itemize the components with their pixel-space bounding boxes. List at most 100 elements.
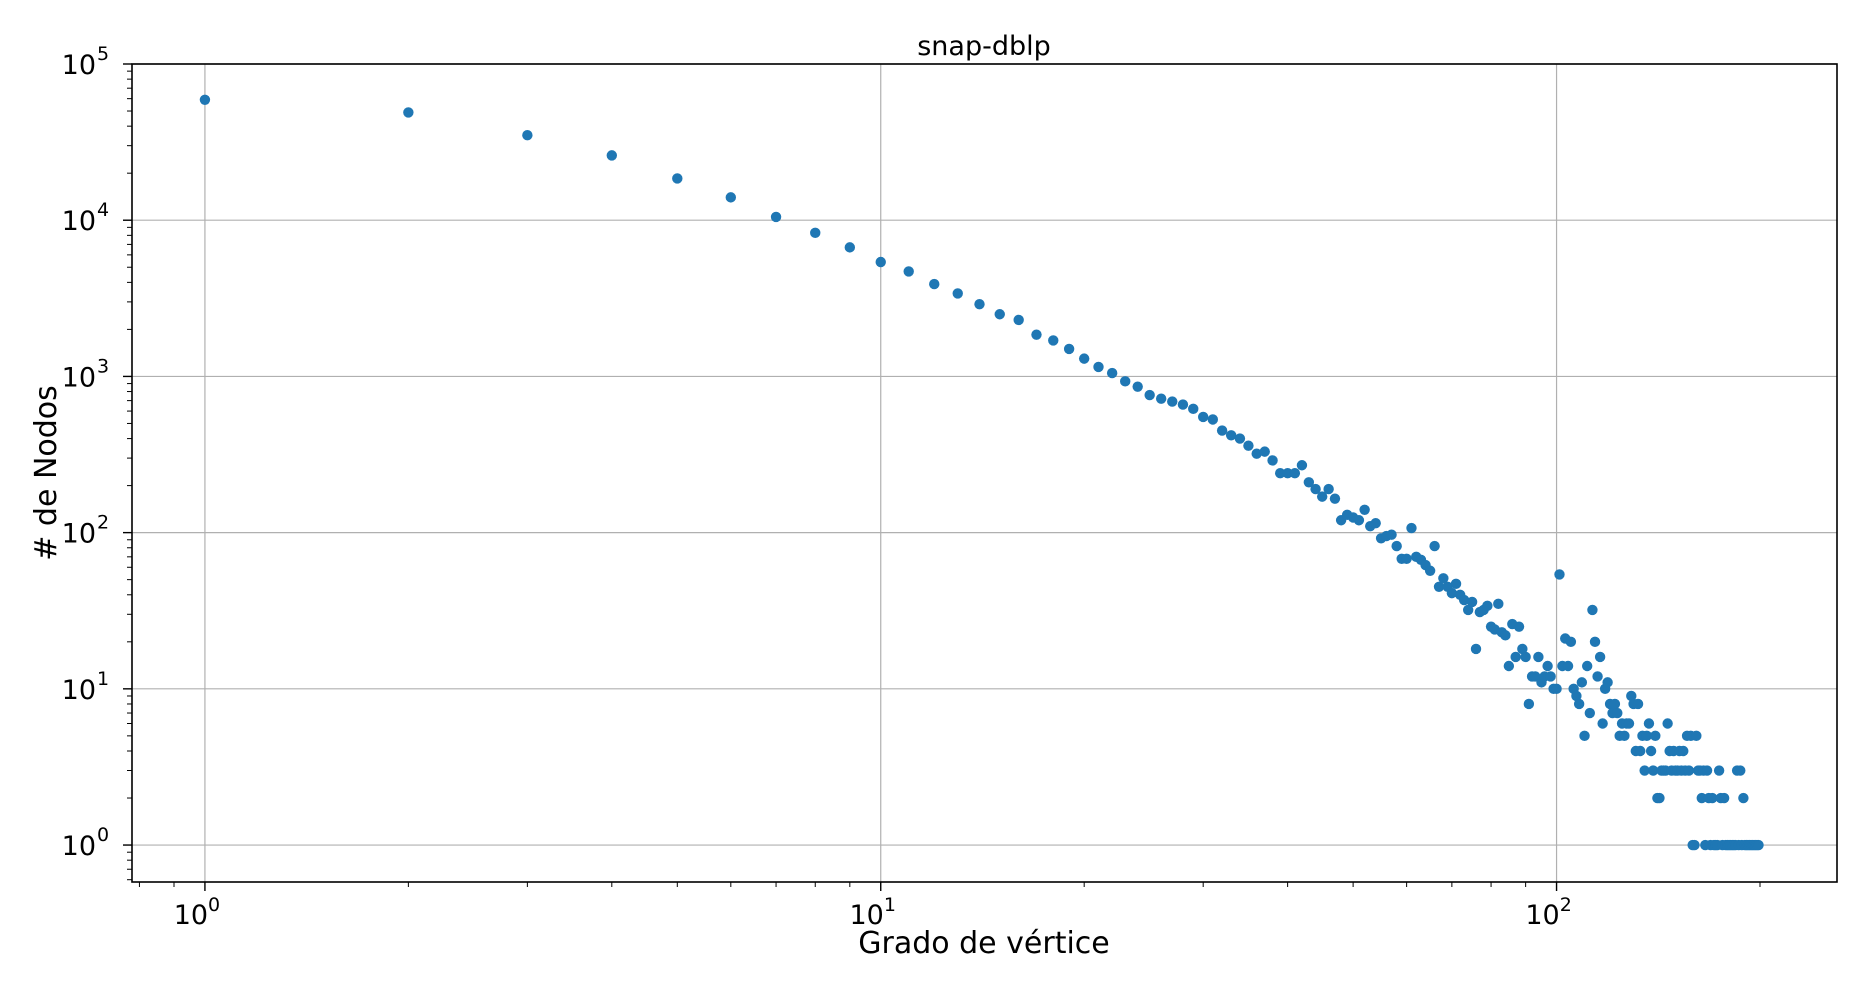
y-tick-label: 10 [62, 50, 96, 81]
data-point [1167, 396, 1178, 407]
y-tick-exponent: 3 [97, 355, 109, 377]
y-tick-label: 10 [62, 675, 96, 706]
data-point [1359, 504, 1370, 516]
data-point [1225, 430, 1237, 441]
data-point [875, 256, 886, 268]
data-point [1197, 411, 1209, 423]
y-tick-label: 10 [62, 831, 96, 862]
data-point [1513, 621, 1525, 632]
data-point [1554, 569, 1565, 580]
data-point [1589, 636, 1601, 648]
data-point [1391, 540, 1402, 552]
data-point [1573, 698, 1585, 710]
y-tick-label: 10 [62, 206, 96, 237]
chart-title: snap-dblp [917, 31, 1051, 62]
data-point [1701, 765, 1713, 776]
data-point [1329, 493, 1341, 504]
data-point [1565, 636, 1577, 648]
y-tick-exponent: 2 [97, 512, 109, 534]
data-point [1592, 671, 1603, 682]
data-point [1188, 403, 1199, 415]
data-point [522, 130, 533, 141]
data-point [1429, 540, 1440, 552]
data-point [1533, 651, 1544, 663]
data-point [1645, 745, 1657, 757]
data-point [1718, 792, 1730, 804]
data-point [1619, 730, 1630, 742]
data-point [1296, 460, 1308, 471]
data-point [725, 192, 737, 203]
data-point [1106, 367, 1118, 379]
data-point [1323, 483, 1334, 495]
data-point [1542, 660, 1553, 672]
data-point [1612, 707, 1623, 719]
data-point [1500, 630, 1511, 641]
data-point [1234, 433, 1246, 444]
data-point [1738, 792, 1749, 804]
data-point [1401, 553, 1412, 564]
x-axis-label: Grado de vértice [858, 926, 1110, 961]
data-point [1470, 643, 1482, 655]
data-point [1517, 643, 1528, 655]
data-point [1587, 604, 1598, 616]
data-point [1650, 730, 1661, 742]
data-point [1458, 594, 1470, 606]
data-point [1144, 389, 1155, 401]
data-point [1735, 765, 1746, 776]
x-tick-label: 102 [1525, 894, 1571, 931]
data-point [403, 107, 414, 118]
data-point [1545, 671, 1556, 682]
data-point [1648, 765, 1659, 776]
data-point [1251, 448, 1262, 459]
data-point [1523, 698, 1535, 710]
data-point [1433, 581, 1445, 592]
data-point [1438, 573, 1449, 584]
y-axis-label: # de Nodos [29, 385, 64, 561]
data-point [1063, 343, 1075, 355]
data-point [1462, 604, 1474, 616]
data-point [1609, 698, 1621, 710]
data-point [1678, 745, 1689, 757]
y-tick-exponent: 4 [97, 199, 109, 221]
data-point [1662, 718, 1673, 729]
data-point [1597, 718, 1608, 729]
data-point [1482, 600, 1493, 612]
data-point [1386, 529, 1397, 540]
data-point [1132, 381, 1143, 392]
data-point [1370, 517, 1381, 529]
data-point [1584, 707, 1596, 719]
data-point [1267, 455, 1278, 466]
y-tick-exponent: 0 [97, 824, 109, 846]
data-point [1243, 440, 1254, 451]
data-point [199, 94, 211, 105]
data-point [1310, 483, 1321, 495]
y-tick-label: 10 [62, 362, 96, 393]
data-point [1274, 468, 1286, 479]
data-point [1216, 425, 1228, 436]
data-point [1654, 792, 1665, 804]
data-point [1493, 598, 1504, 610]
data-point [770, 211, 782, 223]
data-point [1446, 587, 1458, 599]
data-point [672, 173, 683, 184]
data-point [1602, 677, 1613, 688]
data-point [810, 227, 821, 239]
data-point [1683, 765, 1695, 776]
data-point [1594, 651, 1606, 663]
data-point [1048, 335, 1059, 346]
data-point [1282, 468, 1293, 479]
data-point [1078, 353, 1090, 364]
y-tick-label: 10 [62, 519, 96, 550]
data-point [974, 298, 985, 310]
data-point [903, 266, 914, 277]
data-point [1639, 765, 1650, 776]
y-tick-exponent: 5 [97, 43, 109, 65]
data-point [1503, 660, 1515, 672]
data-point [1120, 376, 1131, 387]
data-point [1691, 730, 1702, 742]
data-point [1632, 698, 1644, 710]
data-point [1259, 446, 1270, 457]
